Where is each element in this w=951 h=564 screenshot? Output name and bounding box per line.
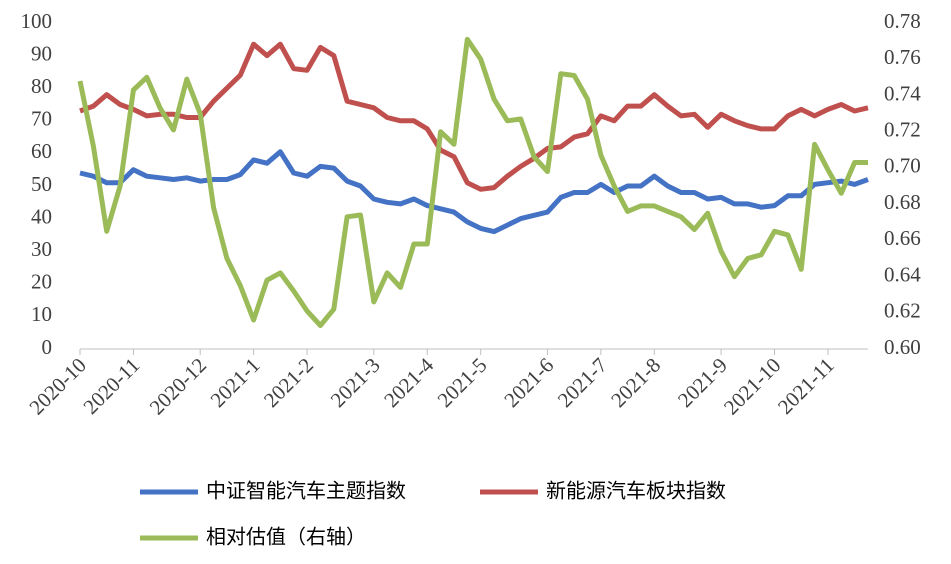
- line-series: [79, 41, 869, 192]
- line-series: [79, 149, 869, 235]
- y-tick-label: 0.70: [884, 154, 921, 178]
- y-tick-label: 0.74: [884, 81, 921, 105]
- x-tick-label: 2021-1: [206, 353, 265, 412]
- y-tick-label: 0.68: [884, 190, 921, 214]
- x-tick-label: 2021-5: [433, 353, 492, 412]
- x-tick-label: 2021-6: [499, 353, 558, 412]
- y-tick-label: 0.66: [884, 226, 921, 250]
- x-tick-label: 2021-11: [773, 353, 839, 419]
- y-tick-label: 20: [31, 270, 52, 294]
- x-tick-label: 2021-7: [553, 353, 612, 412]
- x-tick-label: 2021-3: [326, 353, 385, 412]
- y-tick-label: 80: [31, 74, 52, 98]
- y-tick-label: 0.76: [884, 45, 921, 69]
- x-tick-label: 2020-11: [78, 353, 144, 419]
- x-tick-label: 2021-4: [379, 353, 438, 412]
- line-series: [77, 36, 868, 328]
- legend-label: 新能源汽车板块指数: [546, 479, 726, 503]
- y-tick-label: 40: [31, 204, 52, 228]
- y-tick-label: 0: [42, 335, 53, 359]
- y-tick-label: 0.62: [884, 299, 921, 323]
- y-tick-label: 90: [31, 41, 52, 65]
- y-tick-label: 0.60: [884, 335, 921, 359]
- y-tick-label: 70: [31, 107, 52, 131]
- x-tick-label: 2021-10: [719, 353, 785, 419]
- x-tick-label: 2020-10: [24, 353, 90, 419]
- legend-label: 中证智能汽车主题指数: [206, 479, 406, 503]
- y-tick-label: 60: [31, 139, 52, 163]
- x-tick-label: 2020-12: [145, 353, 211, 419]
- y-tick-label: 0.78: [884, 9, 921, 33]
- y-tick-label: 100: [21, 9, 53, 33]
- x-tick-label: 2021-2: [259, 353, 318, 412]
- y-tick-label: 30: [31, 237, 52, 261]
- y-tick-label: 50: [31, 172, 52, 196]
- y-tick-label: 0.64: [884, 262, 921, 286]
- y-tick-label: 10: [31, 302, 52, 326]
- y-tick-label: 0.72: [884, 117, 921, 141]
- legend-label: 相对估值（右轴）: [206, 525, 366, 549]
- x-tick-label: 2021-8: [606, 353, 665, 412]
